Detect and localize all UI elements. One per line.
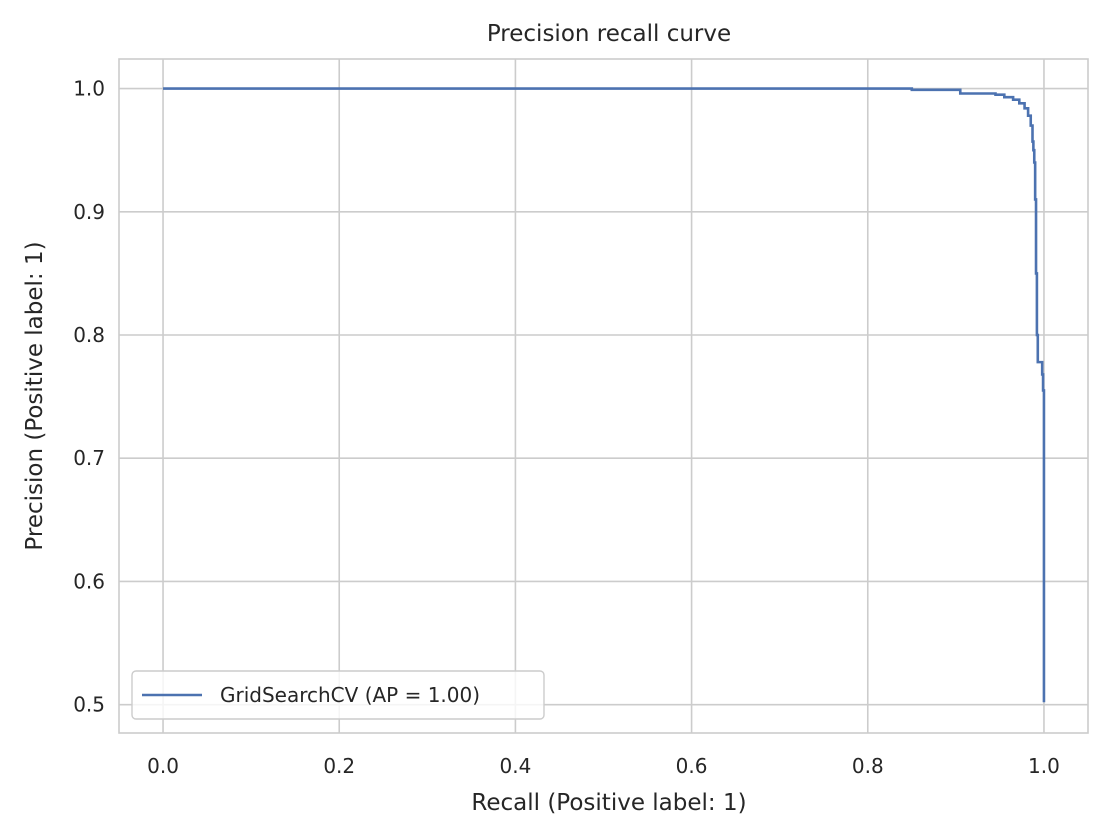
y-tick-label: 0.8	[73, 323, 105, 347]
legend-box	[131, 670, 545, 720]
y-tick-label: 0.9	[73, 200, 105, 224]
x-tick-label: 0.6	[676, 754, 708, 778]
y-tick-label: 0.5	[73, 693, 105, 717]
x-tick-label: 0.8	[852, 754, 884, 778]
x-tick-label: 0.4	[500, 754, 532, 778]
legend: GridSearchCV (AP = 1.00)	[131, 670, 545, 720]
chart-title: Precision recall curve	[487, 21, 731, 47]
y-tick-label: 0.6	[73, 569, 105, 593]
legend-label: GridSearchCV (AP = 1.00)	[220, 683, 480, 707]
series-line	[163, 87, 1046, 703]
y-tick-label: 1.0	[73, 77, 105, 101]
plot-frame	[118, 58, 1089, 734]
grid-layer	[119, 59, 1088, 733]
y-tick-label: 0.7	[73, 446, 105, 470]
tick-layer: 0.0 0.2 0.4 0.6 0.8 1.0 0.5 0.6 0.7 0.8 0.9 1.0	[73, 77, 1060, 778]
series-layer	[163, 87, 1046, 703]
x-tick-label: 0.2	[323, 754, 355, 778]
y-axis-label: Precision (Positive label: 1)	[22, 241, 48, 550]
x-tick-label: 1.0	[1028, 754, 1060, 778]
x-tick-label: 0.0	[147, 754, 179, 778]
x-axis-label: Recall (Positive label: 1)	[471, 790, 746, 816]
